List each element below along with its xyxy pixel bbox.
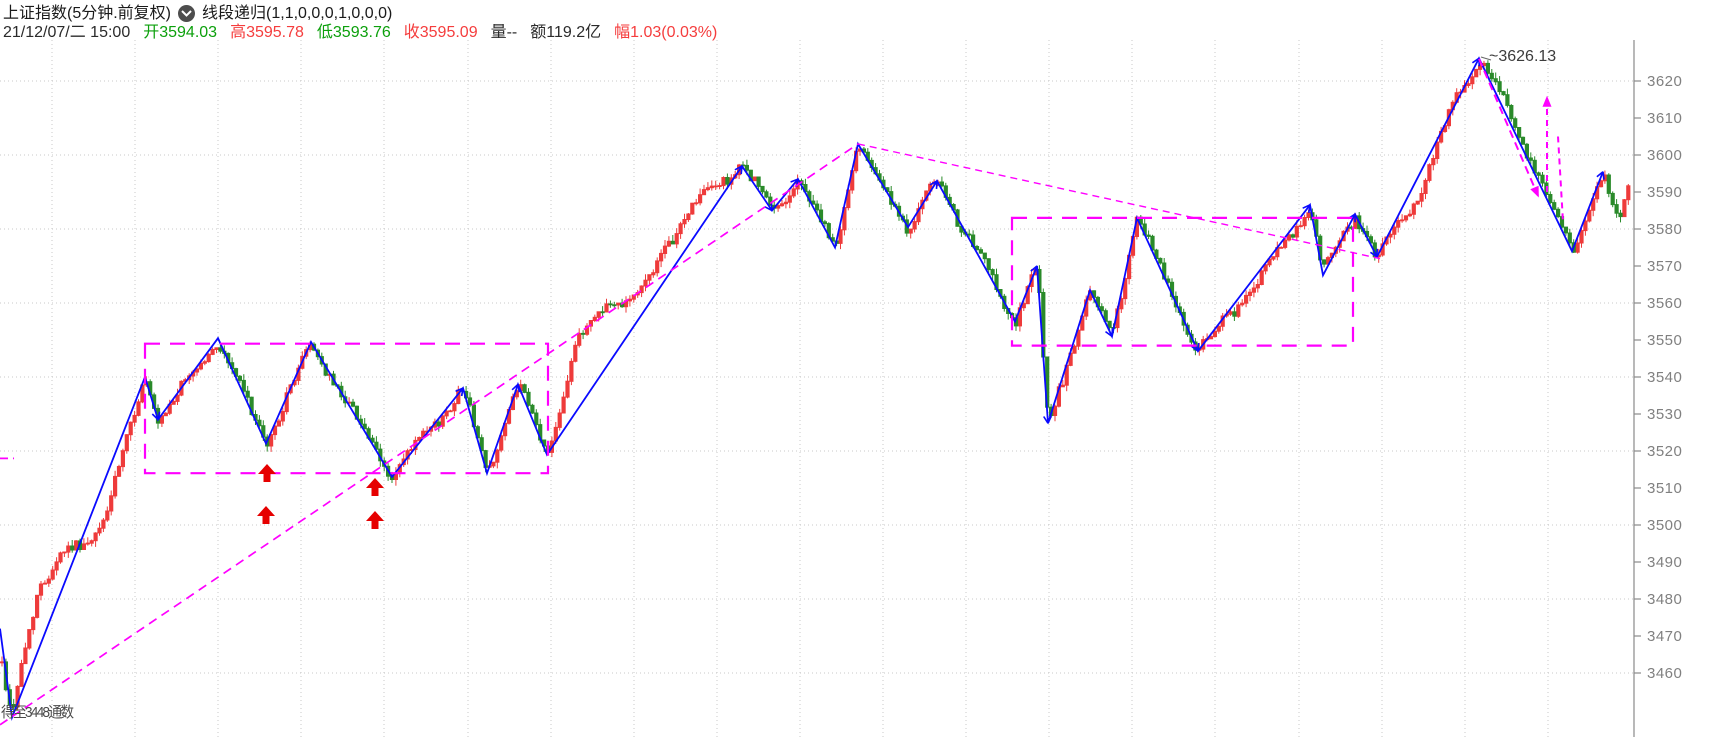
price-axis-label: 3470	[1647, 628, 1683, 645]
chart-header: 上证指数(5分钟.前复权) 线段递归(1,1,0,0,0,1,0,0,0) 21…	[3, 4, 726, 42]
up-arrow-icon	[366, 478, 384, 496]
signal-arrows-layer	[257, 464, 384, 529]
price-axis	[1633, 40, 1641, 737]
consolidation-box	[1010, 216, 1355, 347]
quote-field: 收3595.09	[403, 24, 478, 41]
quote-field: 高3595.78	[230, 24, 304, 41]
up-arrow-icon	[257, 506, 275, 524]
price-axis-label: 3480	[1647, 591, 1683, 608]
down-candles	[3, 60, 1623, 712]
peak-label-leader	[1480, 56, 1492, 61]
consolidation-box	[143, 342, 550, 475]
bottom-left-label: 得至3448通数	[1, 704, 74, 721]
price-axis-label: 3590	[1647, 184, 1683, 201]
price-axis-label: 3620	[1647, 73, 1683, 90]
price-axis-label: 3510	[1647, 480, 1683, 497]
magenta-arrowhead	[1542, 95, 1552, 107]
peak-price-label: ~3626.13	[1489, 48, 1557, 65]
price-axis-label: 3580	[1647, 221, 1683, 238]
price-axis-label: 3550	[1647, 332, 1683, 349]
segments-layer	[0, 56, 1605, 721]
price-axis-label: 3460	[1647, 665, 1683, 682]
indicator-name: 线段递归(1,1,0,0,0,1,0,0,0)	[202, 5, 393, 22]
up-arrow-icon	[258, 464, 276, 482]
price-axis-label: 3570	[1647, 258, 1683, 275]
price-axis-label: 3540	[1647, 369, 1683, 386]
annotations-layer	[0, 58, 1564, 726]
up-arrow-icon	[366, 511, 384, 529]
quote-field: 幅1.03(0.03%)	[614, 24, 718, 41]
price-axis-label: 3490	[1647, 554, 1683, 571]
quote-field: 开3594.03	[143, 24, 218, 41]
quote-info-line: 21/12/07/二 15:00 开3594.03 高3595.78 低3593.76…	[3, 23, 726, 42]
price-axis-label: 3530	[1647, 406, 1683, 423]
chevron-down-circle-icon[interactable]	[178, 5, 196, 22]
price-axis-label: 3520	[1647, 443, 1683, 460]
quote-field: 额119.2亿	[530, 24, 602, 41]
price-axis-label: 3600	[1647, 147, 1683, 164]
price-axis-label: 3610	[1647, 110, 1683, 127]
quote-field: 量--	[490, 24, 518, 41]
magenta-arrowhead	[1530, 185, 1539, 198]
price-axis-label: 3560	[1647, 295, 1683, 312]
price-axis-label: 3500	[1647, 517, 1683, 534]
quote-field: 低3593.76	[316, 24, 391, 41]
symbol-title: 上证指数(5分钟.前复权)	[3, 5, 172, 22]
quote-field: 21/12/07/二 15:00	[3, 24, 131, 41]
candles-layer	[0, 60, 1631, 712]
